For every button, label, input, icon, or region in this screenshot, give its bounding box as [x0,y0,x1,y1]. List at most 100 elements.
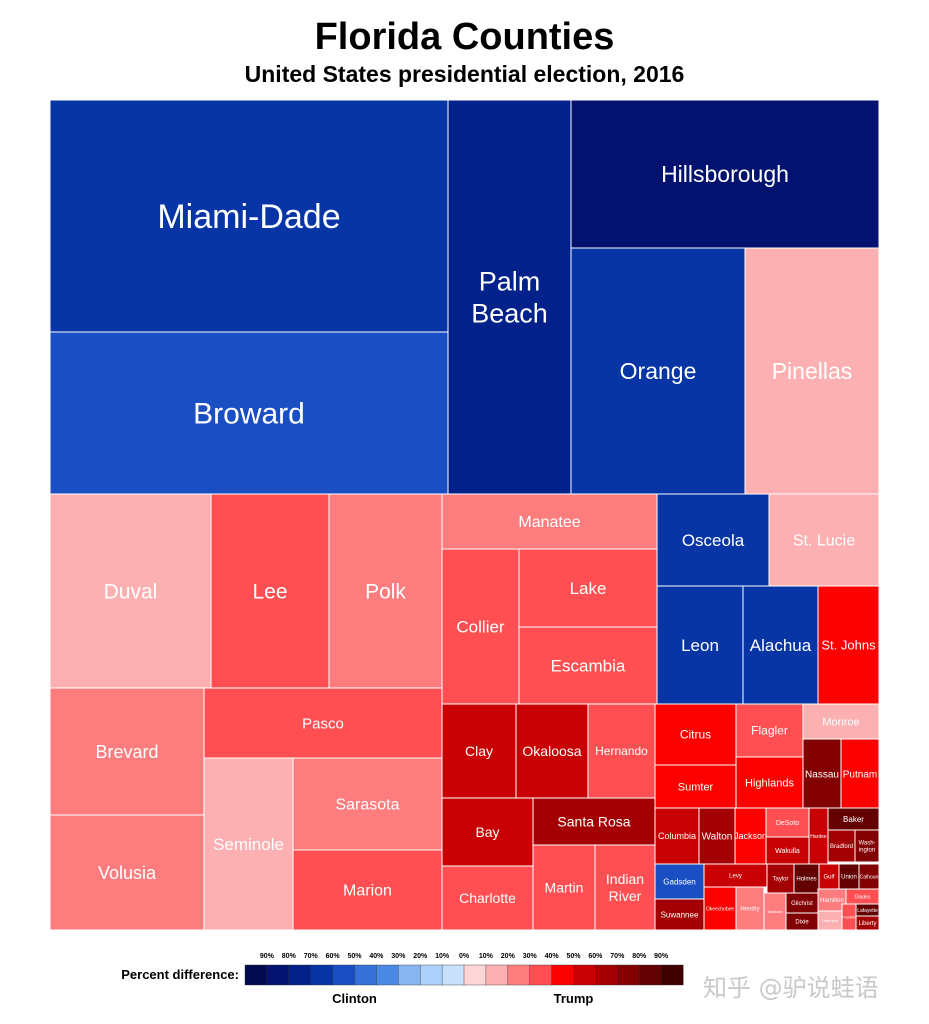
county-label-union: Union [841,875,857,881]
legend-swatch-clinton-2 [420,964,443,986]
county-label-lafayette: Lafayette [857,908,878,914]
county-tile-sarasota [292,757,443,851]
county-label-collier: Collier [456,617,505,636]
county-tile-hillsborough [570,99,880,249]
county-tile-nassau [802,738,842,810]
county-tile-suwannee [654,898,705,931]
county-tile-martin [532,844,596,931]
county-label-hamilton: Hamilton [820,898,844,904]
county-tile-st-johns [817,585,880,705]
county-tile-lee [210,493,330,689]
county-tile-putnam [840,738,880,810]
county-tile-jackson [734,807,767,865]
county-tile-hendry [735,886,765,931]
county-label-osceola: Osceola [682,531,745,550]
county-label-jackson: Jackson [734,831,767,841]
legend-tick-trump-10: 10% [479,953,494,960]
county-label-orange: Orange [620,358,697,384]
county-tile-brevard [49,687,205,816]
county-label-broward: Broward [193,398,305,431]
legend-swatch-trump-9 [639,964,662,986]
county-label-holmes: Holmes [796,877,816,883]
county-label-gilchrist: Gilchrist [791,901,813,907]
county-tile-alachua [742,585,819,705]
county-tile-gadsden [654,863,705,900]
county-tile-pinellas [744,247,880,495]
county-label-leon: Leon [681,636,719,655]
county-label-hendry: Hendry [740,907,759,913]
legend-swatch-clinton-8 [288,964,312,986]
county-label-taylor: Taylor [772,877,788,883]
legend-tick-clinton-40: 40% [369,953,384,960]
county-label-baker: Baker [843,815,864,824]
county-label-monroe: Monroe [822,716,859,728]
county-label-walton: Walton [702,832,733,843]
county-label-citrus: Citrus [680,728,711,742]
legend-swatch-clinton-3 [398,964,421,986]
county-label-putnam: Putnam [843,770,877,781]
legend-label: Percent difference: [121,967,239,982]
legend-tick-zero: 0% [459,953,470,960]
county-tile-bradford [827,829,856,863]
county-tile-clay [441,703,517,799]
county-label-hillsborough: Hillsborough [661,161,789,187]
legend-tick-trump-70: 70% [610,953,625,960]
legend-tick-clinton-20: 20% [413,953,428,960]
county-label-gadsden: Gadsden [663,877,695,886]
county-label-alachua: Alachua [750,636,812,655]
county-label-glades: Glades [855,894,871,900]
county-label-madison: Madison [767,909,782,914]
county-tile-liberty [855,915,880,931]
county-tile-palm-beach [447,99,572,495]
county-tile-marion [292,849,443,931]
county-label-bradford: Bradford [830,844,853,850]
county-label-santa-rosa: Santa Rosa [557,813,630,829]
legend-tick-trump-50: 50% [566,953,581,960]
county-label-columbia: Columbia [658,831,696,841]
county-label-jefferson: Jefferson [822,918,838,923]
legend-tick-clinton-60: 60% [326,953,341,960]
county-label-seminole: Seminole [213,835,284,854]
county-label-palm-beach: Palm Beach [471,266,548,328]
county-tile-miami-dade [49,99,449,333]
legend-swatch-clinton-4 [376,964,399,986]
legend-tick-clinton-10: 10% [435,953,450,960]
county-label-wash-ington: Wash-ington [858,841,875,854]
legend-tick-clinton-50: 50% [347,953,362,960]
legend-tick-clinton-70: 70% [304,953,319,960]
county-label-pasco: Pasco [302,715,344,732]
county-tile-manatee [441,493,658,550]
legend-swatch-trump-4 [529,964,553,986]
county-tile-wash-ington [854,829,880,863]
county-tile-hernando [587,703,656,799]
county-label-flagler: Flagler [751,724,788,738]
legend-swatch-trump-3 [507,964,531,986]
county-tile-flagler [735,703,804,758]
county-label-okeechobee: Okeechobee [706,906,735,912]
county-tile-desoto [765,807,810,838]
county-label-suwannee: Suwannee [661,910,699,919]
county-label-clay: Clay [465,743,493,759]
county-tile-highlands [735,756,804,809]
county-label-manatee: Manatee [518,514,580,531]
legend-swatch-clinton-9 [266,964,290,986]
legend-tick-clinton-80: 80% [282,953,297,960]
legend-swatch-trump-5 [551,964,574,986]
legend-swatch-clinton-7 [310,964,334,986]
county-tile-volusia [49,814,205,931]
county-label-polk: Polk [365,580,406,603]
county-tile-lake [518,548,658,628]
county-label-calhoun: Calhoun [860,874,879,880]
county-tile-escambia [518,626,658,705]
county-label-st-johns: St. Johns [821,638,876,653]
chart-title: Florida Counties [314,16,615,58]
county-label-escambia: Escambia [551,656,626,675]
county-label-lee: Lee [252,580,287,603]
county-label-st-lucie: St. Lucie [793,533,855,550]
legend-clinton-label: Clinton [332,991,377,1006]
legend-tick-clinton-30: 30% [391,953,406,960]
county-label-charlotte: Charlotte [459,890,516,906]
county-label-martin: Martin [545,879,584,895]
county-label-lake: Lake [570,579,607,598]
